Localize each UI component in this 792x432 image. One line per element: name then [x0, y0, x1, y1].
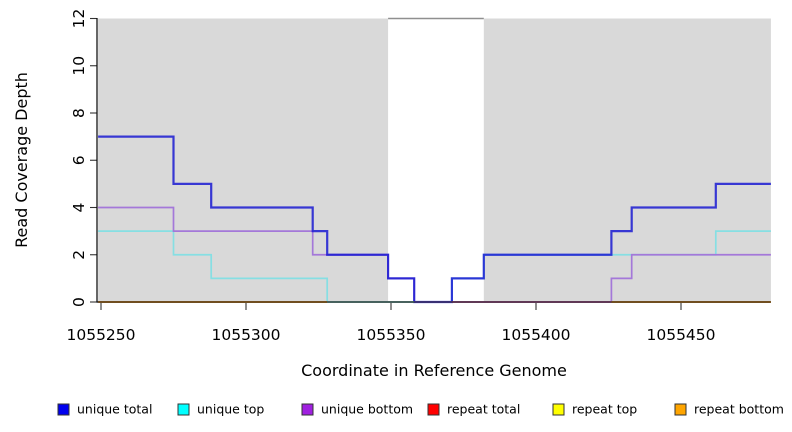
legend-item-label: repeat bottom	[694, 402, 784, 417]
legend-item: repeat total	[427, 402, 520, 417]
y-tick-label: 8	[70, 108, 88, 118]
legend-item: repeat top	[552, 402, 637, 417]
y-axis-title: Read Coverage Depth	[12, 72, 31, 248]
series-unique-total	[98, 135, 771, 304]
x-tick-label: 1055350	[356, 326, 425, 344]
x-tick-label: 1055450	[646, 326, 715, 344]
legend-swatch	[301, 403, 314, 416]
y-tick-label: 2	[70, 250, 88, 260]
axes: 1055250 1055300 1055350 1055400 1055450 0 2 4 6 8…	[66, 9, 771, 344]
legend-swatch	[674, 403, 687, 416]
shaded-region	[483, 18, 771, 302]
shaded-region	[98, 18, 389, 302]
legend-item: repeat bottom	[674, 402, 784, 417]
x-tick-label: 1055400	[501, 326, 570, 344]
legend-item-label: unique total	[77, 402, 152, 417]
legend-item-label: repeat top	[572, 402, 637, 417]
legend-swatch	[552, 403, 565, 416]
legend-item: unique total	[57, 402, 152, 417]
legend-item-label: unique top	[197, 402, 264, 417]
legend-item-label: unique bottom	[321, 402, 413, 417]
legend-item: unique top	[177, 402, 264, 417]
legend: unique total unique top unique bottom repea…	[57, 402, 784, 417]
legend-item: unique bottom	[301, 402, 413, 417]
legend-item-label: repeat total	[447, 402, 520, 417]
plot-area	[98, 17, 771, 304]
y-tick-label: 4	[70, 203, 88, 213]
y-tick-label: 6	[70, 155, 88, 165]
legend-swatch	[427, 403, 440, 416]
x-tick-label: 1055300	[211, 326, 280, 344]
y-tick-label: 10	[70, 56, 88, 76]
y-tick-label: 12	[70, 9, 88, 29]
legend-swatch	[57, 403, 70, 416]
legend-swatch	[177, 403, 190, 416]
x-axis-title: Coordinate in Reference Genome	[301, 361, 567, 380]
x-tick-label: 1055250	[66, 326, 135, 344]
y-tick-label: 0	[70, 297, 88, 307]
